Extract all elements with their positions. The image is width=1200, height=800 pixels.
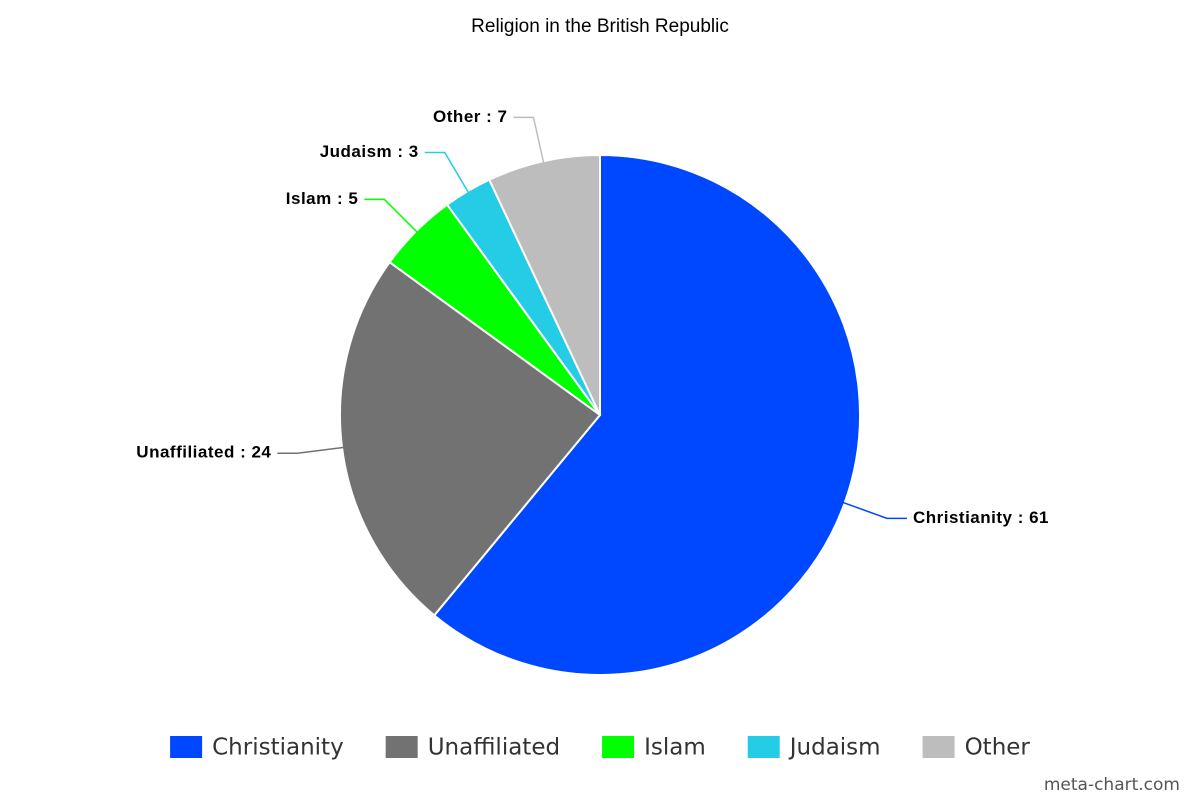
legend-swatch: [747, 736, 780, 758]
legend-item: Christianity: [170, 735, 344, 761]
legend-swatch: [602, 736, 635, 758]
legend-label: Islam: [644, 735, 706, 761]
legend-label: Unaffiliated: [428, 735, 560, 761]
legend-label: Christianity: [212, 735, 344, 761]
legend-item: Unaffiliated: [385, 735, 560, 761]
leader-line: [424, 151, 474, 201]
legend-item: Islam: [602, 735, 706, 761]
credit: meta-chart.com: [1044, 775, 1180, 795]
chart-title: Religion in the British Republic: [471, 16, 729, 37]
data-label: Unaffiliated : 24: [136, 443, 271, 462]
legend-item: Judaism: [747, 735, 881, 761]
legend-swatch: [170, 736, 203, 758]
leader-line: [277, 445, 353, 454]
leader-line: [364, 198, 424, 239]
legend-item: Other: [922, 735, 1031, 761]
data-label: Judaism : 3: [320, 142, 419, 161]
data-label: Christianity : 61: [913, 508, 1049, 527]
leader-line: [513, 116, 547, 172]
legend-label: Other: [965, 735, 1031, 761]
legend-label: Judaism: [788, 735, 881, 761]
data-label: Islam : 5: [286, 189, 359, 208]
data-label: Other : 7: [433, 107, 507, 126]
leader-line: [834, 498, 907, 520]
legend-swatch: [385, 736, 418, 758]
legend-swatch: [922, 736, 955, 758]
